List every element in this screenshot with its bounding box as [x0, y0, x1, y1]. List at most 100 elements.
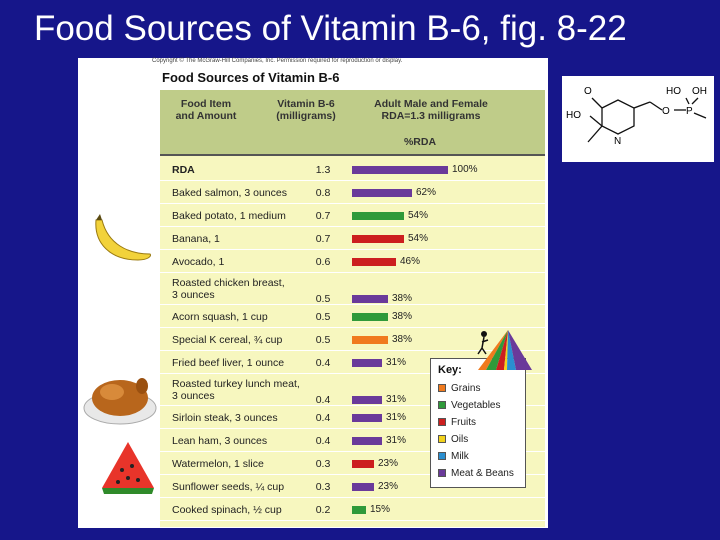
rda-percent: 46% [400, 256, 421, 267]
table-row: Baked potato, 1 medium 0.7 54% [160, 204, 545, 227]
key-label: Grains [451, 383, 481, 394]
roast-chicken-image [83, 378, 157, 425]
header-rda-2: RDA=1.3 milligrams [381, 110, 481, 122]
table-row: Roasted turkey lunch meat, 3 ounces 0.4 31% [160, 374, 545, 406]
rda-bar [352, 295, 388, 303]
mol-oh-label: OH [692, 86, 707, 97]
food-name: Fried beef liver, 1 ounce [172, 357, 285, 369]
rda-bar [352, 258, 396, 266]
rda-percent: 15% [370, 504, 391, 515]
vitamin-value: 0.5 [315, 311, 331, 323]
rda-row: RDA 1.3 100% [160, 158, 545, 181]
key-swatch [438, 384, 446, 392]
vitamin-value: 0.2 [315, 504, 331, 516]
copyright-notice: Copyright © The McGraw-Hill Companies, I… [152, 58, 403, 64]
food-name: Lean ham, 3 ounces [172, 435, 268, 447]
food-name: Cooked spinach, ½ cup [172, 504, 282, 516]
table-row: Special K cereal, ¾ cup 0.5 38% [160, 328, 545, 351]
watermelon-image [102, 442, 154, 494]
key-item-meat: Meat & Beans [438, 468, 514, 479]
rda-percent: 54% [408, 210, 429, 221]
rda-percent: 31% [386, 435, 407, 446]
rda-percent: 31% [386, 412, 407, 423]
key-item-vegetables: Vegetables [438, 400, 501, 411]
vitamin-value: 1.3 [315, 164, 331, 176]
vitamin-value: 0.3 [315, 458, 331, 470]
food-name: RDA [172, 164, 195, 176]
vitamin-value: 0.7 [315, 233, 331, 245]
food-name: Special K cereal, ¾ cup [172, 334, 283, 346]
food-name: Sunflower seeds, ¼ cup [172, 481, 285, 493]
rda-bar [352, 359, 382, 367]
food-name: Baked salmon, 3 ounces [172, 187, 287, 199]
figure-title: Food Sources of Vitamin B-6 [162, 70, 340, 85]
key-label: Meat & Beans [451, 468, 514, 479]
vitamin-value: 0.4 [315, 435, 331, 447]
key-swatch [438, 401, 446, 409]
table-row: Avocado, 1 0.6 46% [160, 250, 545, 273]
header-divider [160, 154, 545, 156]
vitamin-value: 0.7 [315, 210, 331, 222]
header-pct: %RDA [403, 136, 437, 148]
vitamin-value: 0.4 [315, 412, 331, 424]
key-label: Oils [451, 434, 469, 445]
key-label: Milk [451, 451, 469, 462]
vitamin-value: 0.4 [315, 357, 331, 369]
key-swatch [438, 469, 446, 477]
mol-o-label: O [584, 86, 592, 97]
mol-ho-label: HO [566, 110, 581, 121]
header-food-2: and Amount [175, 110, 237, 122]
food-group-key: Key: Grains Vegetables Fruits Oils Milk Meat … [430, 358, 526, 488]
mol-o2-label: O [662, 106, 670, 117]
key-swatch [438, 452, 446, 460]
mol-p-label: P [686, 106, 693, 117]
rda-bar [352, 212, 404, 220]
rda-bar [352, 396, 382, 404]
vitamin-value: 0.5 [315, 293, 331, 305]
table-row: Roasted chicken breast, 3 ounces 0.5 38% [160, 273, 545, 305]
vitamin-value: 0.5 [315, 334, 331, 346]
rda-bar [352, 313, 388, 321]
header-food-1: Food Item [180, 98, 232, 110]
rda-percent: 31% [386, 394, 407, 405]
key-item-grains: Grains [438, 383, 480, 394]
food-name: Baked potato, 1 medium [172, 210, 286, 222]
table-row: Sirloin steak, 3 ounces 0.4 31% [160, 406, 545, 429]
key-title: Key: [438, 364, 462, 376]
table-header: Food Item and Amount Vitamin B-6 (millig… [160, 90, 545, 154]
slide-title: Food Sources of Vitamin B-6, fig. 8-22 [34, 9, 627, 48]
table-row: Sunflower seeds, ¼ cup 0.3 23% [160, 475, 545, 498]
table-row: Acorn squash, 1 cup 0.5 38% [160, 305, 545, 328]
key-swatch [438, 435, 446, 443]
key-item-fruits: Fruits [438, 417, 476, 428]
header-vit-1: Vitamin B-6 [277, 98, 335, 110]
table-row: Banana, 1 0.7 54% [160, 227, 545, 250]
food-name: Roasted chicken breast, [172, 277, 285, 289]
key-label: Fruits [451, 417, 476, 428]
rda-percent: 31% [386, 357, 407, 368]
mol-n-label: N [614, 136, 621, 147]
table-row: Watermelon, 1 slice 0.3 23% [160, 452, 545, 475]
key-item-oils: Oils [438, 434, 468, 445]
food-name: Acorn squash, 1 cup [172, 311, 268, 323]
rda-percent: 62% [416, 187, 437, 198]
table-row: Baked salmon, 3 ounces 0.8 62% [160, 181, 545, 204]
rda-bar [352, 414, 382, 422]
food-pyramid-icon [477, 330, 532, 370]
rda-percent: 23% [378, 458, 399, 469]
rda-bar [352, 460, 374, 468]
rda-bar [352, 166, 448, 174]
rda-bar [352, 235, 404, 243]
key-swatch [438, 418, 446, 426]
food-name: Banana, 1 [172, 233, 220, 245]
rda-percent: 54% [408, 233, 429, 244]
table-row: Lean ham, 3 ounces 0.4 31% [160, 429, 545, 452]
rda-percent: 38% [392, 311, 413, 322]
food-name: Roasted turkey lunch meat, [172, 378, 300, 390]
rda-bar [352, 483, 374, 491]
food-name: Watermelon, 1 slice [172, 458, 264, 470]
pyridoxal-phosphate-structure: O HO N O P HO OH [562, 76, 714, 162]
key-label: Vegetables [451, 400, 501, 411]
food-name-line-2: 3 ounces [172, 390, 215, 402]
rda-percent: 100% [452, 164, 478, 175]
